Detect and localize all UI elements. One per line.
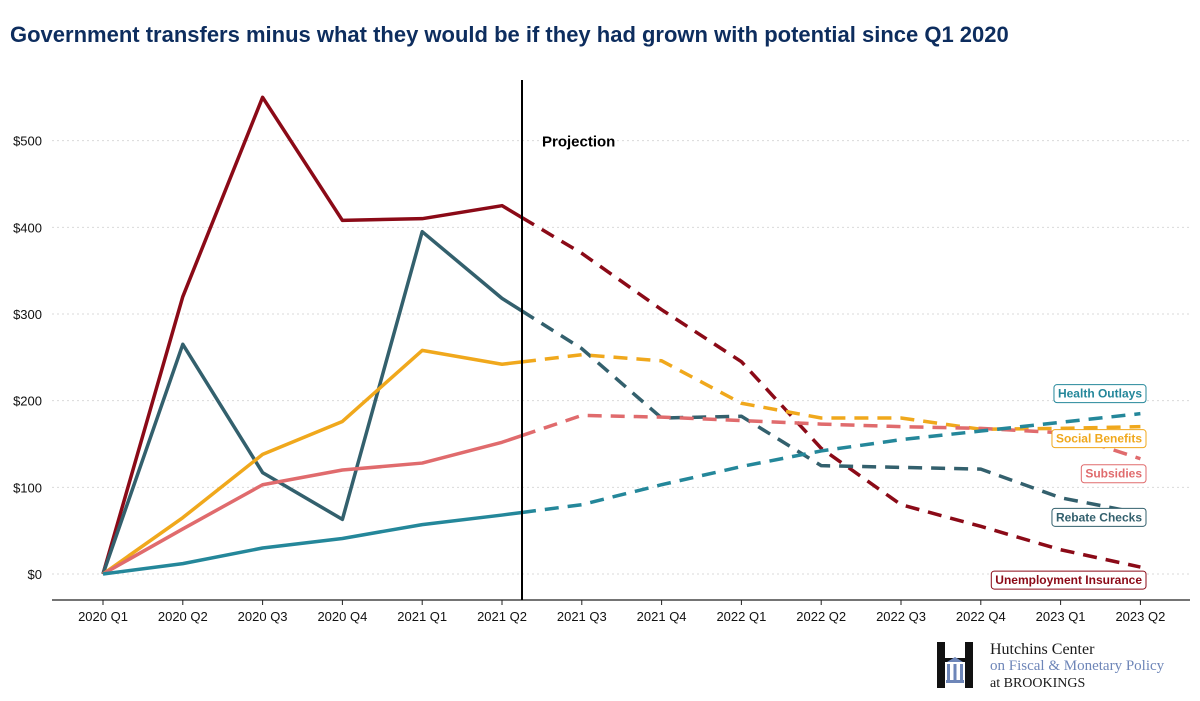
svg-text:Unemployment Insurance: Unemployment Insurance bbox=[995, 573, 1142, 587]
series-labels: Unemployment Insurance Rebate Checks Socia… bbox=[990, 384, 1147, 590]
x-tick-label: 2021 Q1 bbox=[397, 609, 447, 624]
series-label-social-benefits: Social Benefits bbox=[1051, 429, 1147, 449]
logo-line-3: at BROOKINGS bbox=[990, 676, 1086, 691]
series-label-unemployment-insurance: Unemployment Insurance bbox=[990, 570, 1147, 590]
series-label-health-outlays: Health Outlays bbox=[1053, 384, 1147, 404]
svg-text:Social Benefits: Social Benefits bbox=[1056, 432, 1142, 446]
projection-label: Projection bbox=[542, 134, 615, 151]
series-projection-rebate-checks bbox=[521, 309, 1141, 516]
logo-line-2: on Fiscal & Monetary Policy bbox=[990, 658, 1165, 674]
x-tick-label: 2021 Q2 bbox=[477, 609, 527, 624]
x-axis-ticks: 2020 Q1 2020 Q2 2020 Q3 2020 Q4 2021 Q1 2021 … bbox=[78, 600, 1165, 624]
x-tick-label: 2021 Q4 bbox=[637, 609, 687, 624]
y-tick-label: $400 bbox=[13, 220, 42, 235]
logo-line-1: Hutchins Center bbox=[990, 641, 1095, 658]
y-tick-label: $100 bbox=[13, 480, 42, 495]
hutchins-logo: Hutchins Center on Fiscal & Monetary Pol… bbox=[935, 640, 1185, 696]
series-projection-health-outlays bbox=[521, 411, 1141, 515]
x-tick-label: 2023 Q2 bbox=[1115, 609, 1165, 624]
svg-text:Health Outlays: Health Outlays bbox=[1058, 387, 1142, 401]
series-line-subsidies bbox=[102, 433, 523, 576]
series-line-unemployment-insurance bbox=[101, 95, 523, 575]
x-tick-label: 2022 Q4 bbox=[956, 609, 1006, 624]
y-axis-ticks: $0 $100 $200 $300 $400 $500 bbox=[13, 134, 42, 582]
series-projection-social-benefits bbox=[521, 352, 1141, 432]
y-tick-label: $0 bbox=[28, 567, 42, 582]
series-projection-subsidies bbox=[521, 413, 1141, 461]
x-tick-label: 2022 Q2 bbox=[796, 609, 846, 624]
y-tick-label: $500 bbox=[13, 134, 42, 149]
series-label-rebate-checks: Rebate Checks bbox=[1051, 507, 1147, 527]
series-line-social-benefits bbox=[101, 348, 523, 576]
y-tick-label: $200 bbox=[13, 394, 42, 409]
series-label-subsidies: Subsidies bbox=[1080, 464, 1147, 484]
series-line-rebate-checks bbox=[101, 229, 523, 575]
svg-text:Rebate Checks: Rebate Checks bbox=[1056, 510, 1142, 524]
x-tick-label: 2020 Q4 bbox=[317, 609, 367, 624]
x-tick-label: 2021 Q3 bbox=[557, 609, 607, 624]
series-projection-unemployment-insurance bbox=[521, 216, 1141, 569]
x-tick-label: 2022 Q1 bbox=[716, 609, 766, 624]
y-tick-label: $300 bbox=[13, 307, 42, 322]
x-tick-label: 2023 Q1 bbox=[1036, 609, 1086, 624]
svg-text:Subsidies: Subsidies bbox=[1085, 467, 1142, 481]
x-tick-label: 2022 Q3 bbox=[876, 609, 926, 624]
series-line-health-outlays bbox=[102, 510, 523, 576]
x-tick-label: 2020 Q2 bbox=[158, 609, 208, 624]
x-tick-label: 2020 Q1 bbox=[78, 609, 128, 624]
chart-title: Government transfers minus what they wou… bbox=[10, 22, 1009, 47]
x-tick-label: 2020 Q3 bbox=[238, 609, 288, 624]
series-lines bbox=[101, 95, 1141, 576]
hutchins-h-icon bbox=[937, 642, 973, 688]
